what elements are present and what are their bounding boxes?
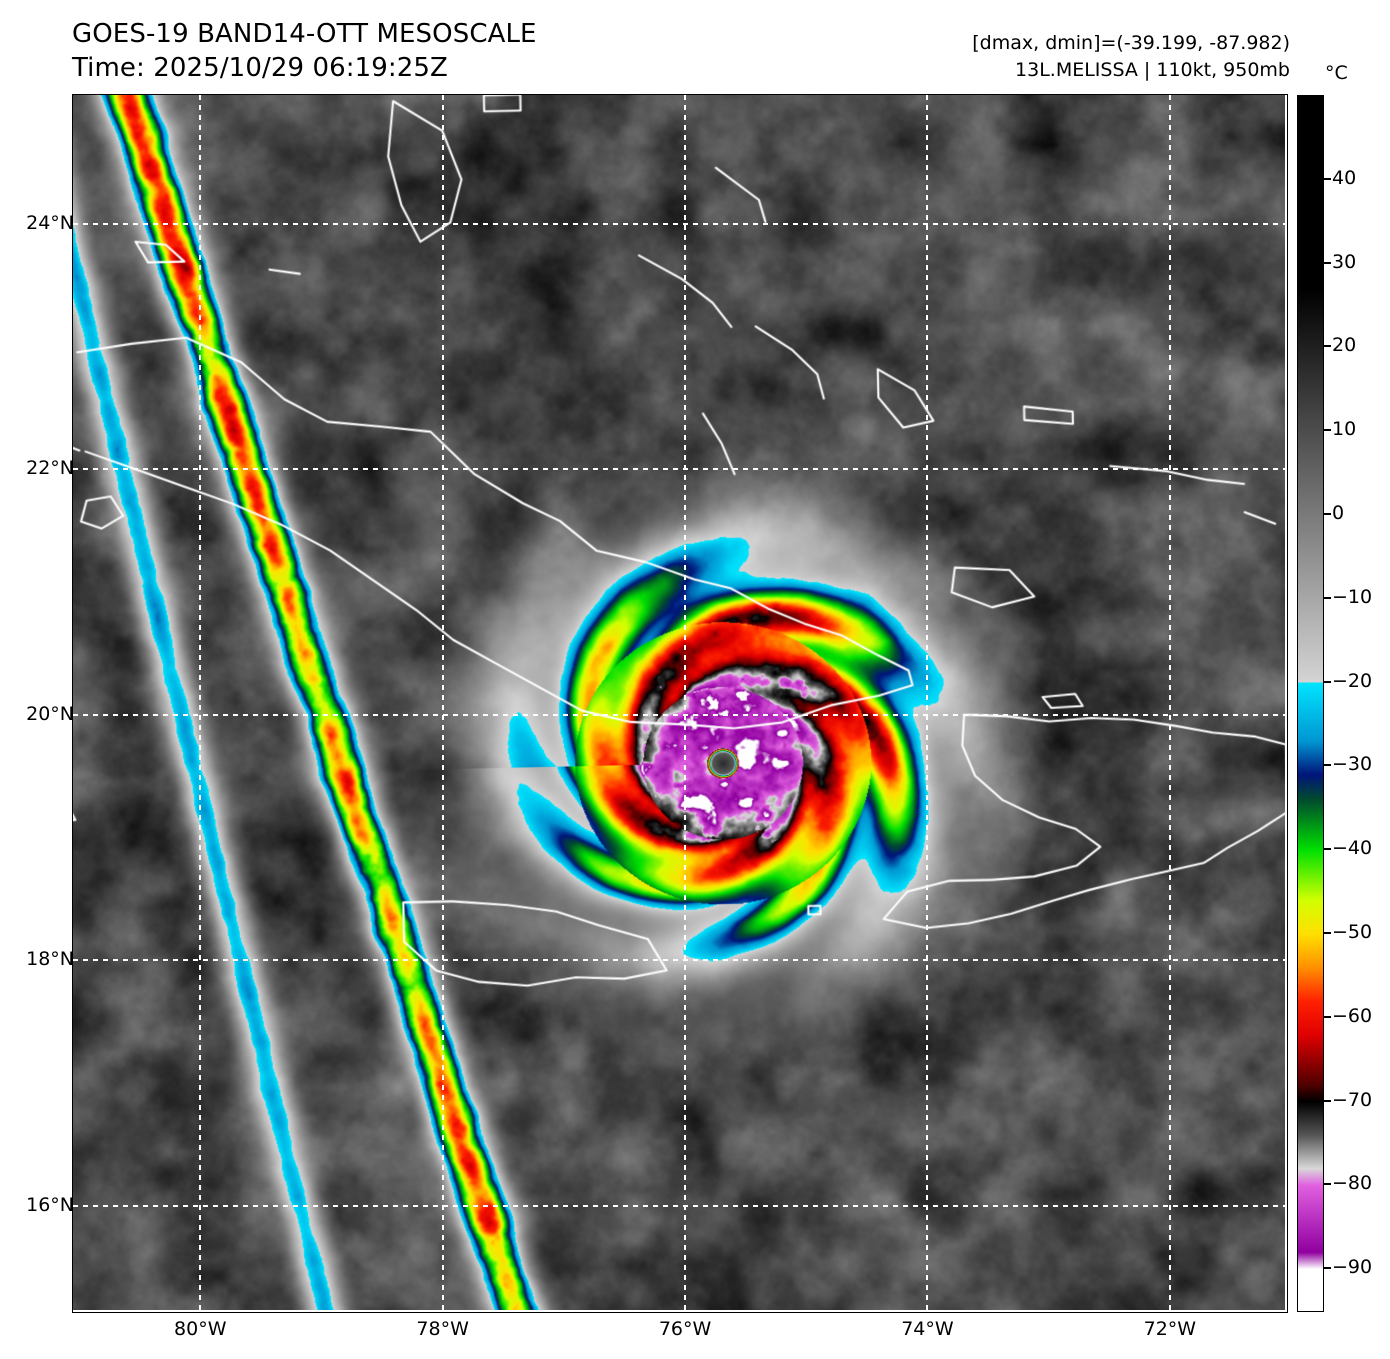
timestamp-label: Time: 2025/10/29 06:19:25Z — [72, 52, 448, 83]
colorbar-gradient — [1298, 96, 1323, 1311]
colorbar-tick-mark — [1323, 848, 1331, 851]
colorbar-tick-label: −40 — [1332, 837, 1373, 860]
x-axis-tick-label: 76°W — [658, 1318, 712, 1340]
colorbar-tick-mark — [1323, 345, 1331, 348]
colorbar-tick-mark — [1323, 261, 1331, 264]
y-axis-tick-label: 16°N — [26, 1193, 74, 1216]
colorbar-tick-label: −90 — [1332, 1256, 1373, 1279]
colorbar-tick-label: −80 — [1332, 1172, 1373, 1195]
storm-info-label: 13L.MELISSA | 110kt, 950mb — [1015, 58, 1290, 81]
colorbar-tick-label: 10 — [1332, 418, 1357, 441]
colorbar-tick-mark — [1323, 512, 1331, 515]
colorbar-tick-label: −70 — [1332, 1088, 1373, 1111]
title-block: GOES-19 BAND14-OTT MESOSCALE Time: 2025/… — [72, 18, 537, 86]
colorbar-tick-label: −20 — [1332, 669, 1373, 692]
colorbar-tick-label: −30 — [1332, 753, 1373, 776]
x-axis-tick-label: 72°W — [1143, 1318, 1197, 1340]
colorbar-tick-label: −60 — [1332, 1004, 1373, 1027]
x-axis-tick-label: 74°W — [901, 1318, 954, 1340]
colorbar[interactable] — [1297, 95, 1324, 1312]
colorbar-tick-mark — [1323, 1183, 1331, 1186]
metadata-block: [dmax, dmin]=(-39.199, -87.982) 13L.MELI… — [972, 30, 1290, 84]
colorbar-tick-mark — [1323, 931, 1331, 934]
colorbar-tick-mark — [1323, 1015, 1331, 1018]
y-axis-tick-label: 24°N — [26, 211, 74, 234]
dminmax-label: [dmax, dmin]=(-39.199, -87.982) — [972, 32, 1290, 54]
colorbar-tick-mark — [1323, 1267, 1331, 1270]
colorbar-tick-mark — [1323, 764, 1331, 767]
colorbar-tick-label: −10 — [1332, 585, 1373, 608]
colorbar-tick-mark — [1323, 680, 1331, 683]
coastline-overlay — [73, 95, 1285, 1310]
x-axis-tick-label: 80°W — [174, 1318, 227, 1340]
colorbar-tick-label: 20 — [1332, 334, 1357, 357]
x-axis-tick-label: 78°W — [416, 1318, 469, 1340]
page-title: GOES-19 BAND14-OTT MESOSCALE — [72, 19, 537, 49]
colorbar-tick-mark — [1323, 596, 1331, 599]
satellite-plot-area[interactable]: Copyright © 2020-2025 Dapiya — [73, 95, 1285, 1310]
colorbar-tick-mark — [1323, 177, 1331, 180]
satellite-swath — [73, 95, 1285, 1310]
colorbar-tick-label: 0 — [1332, 501, 1345, 524]
y-axis-tick-label: 20°N — [26, 702, 74, 725]
y-axis-tick-label: 18°N — [26, 948, 74, 971]
colorbar-tick-label: 40 — [1332, 166, 1357, 189]
colorbar-tick-label: 30 — [1332, 250, 1357, 273]
colorbar-tick-mark — [1323, 429, 1331, 432]
colorbar-tick-label: −50 — [1332, 920, 1373, 943]
y-axis-tick-label: 22°N — [26, 457, 74, 480]
colorbar-unit-label: °C — [1325, 62, 1348, 84]
colorbar-tick-mark — [1323, 1099, 1331, 1102]
